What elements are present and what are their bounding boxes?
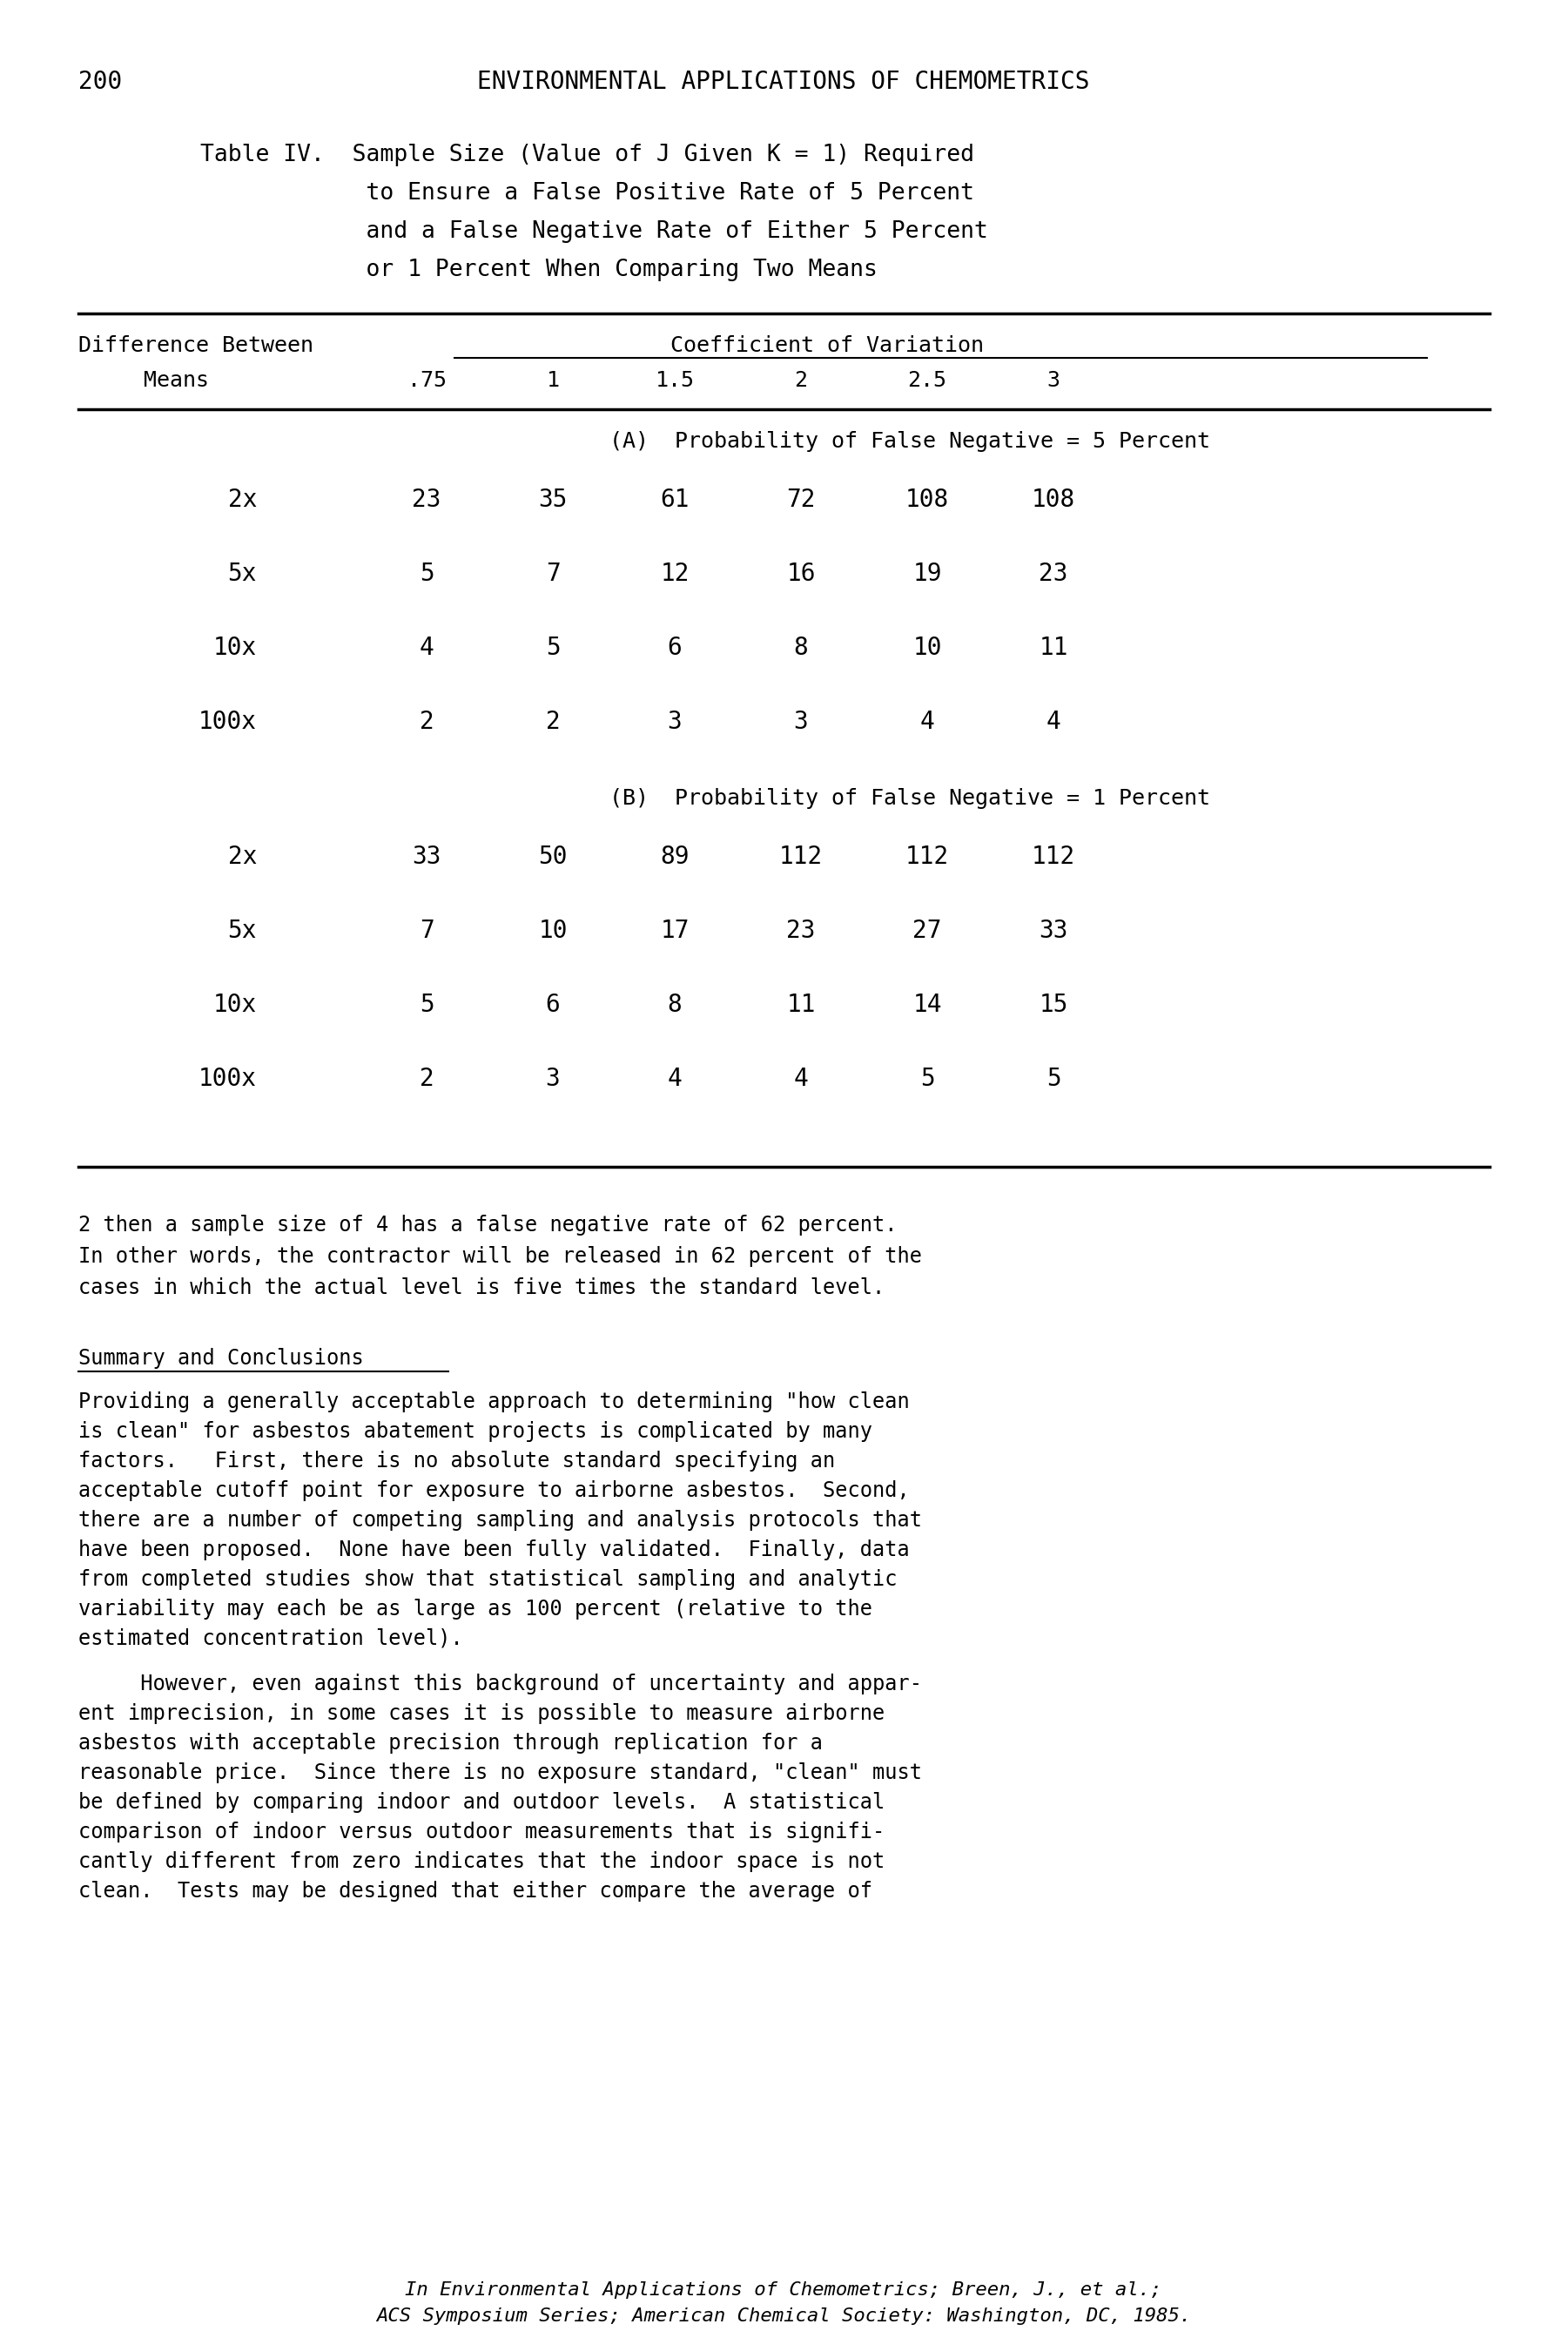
Text: Summary and Conclusions: Summary and Conclusions bbox=[78, 1347, 364, 1368]
Text: 100x: 100x bbox=[199, 710, 257, 734]
Text: 2: 2 bbox=[546, 710, 560, 734]
Text: 6: 6 bbox=[546, 992, 560, 1018]
Text: 112: 112 bbox=[779, 844, 823, 870]
Text: 27: 27 bbox=[913, 919, 942, 943]
Text: 3: 3 bbox=[1047, 369, 1060, 390]
Text: 4: 4 bbox=[1046, 710, 1060, 734]
Text: 10x: 10x bbox=[213, 992, 257, 1018]
Text: 10: 10 bbox=[538, 919, 568, 943]
Text: 5x: 5x bbox=[227, 919, 257, 943]
Text: factors.   First, there is no absolute standard specifying an: factors. First, there is no absolute sta… bbox=[78, 1451, 836, 1472]
Text: 7: 7 bbox=[546, 562, 560, 585]
Text: 35: 35 bbox=[538, 487, 568, 513]
Text: be defined by comparing indoor and outdoor levels.  A statistical: be defined by comparing indoor and outdo… bbox=[78, 1791, 884, 1813]
Text: asbestos with acceptable precision through replication for a: asbestos with acceptable precision throu… bbox=[78, 1733, 823, 1754]
Text: 2x: 2x bbox=[227, 487, 257, 513]
Text: from completed studies show that statistical sampling and analytic: from completed studies show that statist… bbox=[78, 1568, 897, 1589]
Text: comparison of indoor versus outdoor measurements that is signifi-: comparison of indoor versus outdoor meas… bbox=[78, 1822, 884, 1843]
Text: is clean" for asbestos abatement projects is complicated by many: is clean" for asbestos abatement project… bbox=[78, 1420, 872, 1441]
Text: 19: 19 bbox=[913, 562, 942, 585]
Text: 108: 108 bbox=[1032, 487, 1076, 513]
Text: 2 then a sample size of 4 has a false negative rate of 62 percent.: 2 then a sample size of 4 has a false ne… bbox=[78, 1215, 897, 1237]
Text: there are a number of competing sampling and analysis protocols that: there are a number of competing sampling… bbox=[78, 1509, 922, 1531]
Text: 1.5: 1.5 bbox=[655, 369, 695, 390]
Text: Coefficient of Variation: Coefficient of Variation bbox=[671, 336, 983, 355]
Text: Table IV.  Sample Size (Value of J Given K = 1) Required: Table IV. Sample Size (Value of J Given … bbox=[201, 143, 974, 167]
Text: acceptable cutoff point for exposure to airborne asbestos.  Second,: acceptable cutoff point for exposure to … bbox=[78, 1481, 909, 1502]
Text: clean.  Tests may be designed that either compare the average of: clean. Tests may be designed that either… bbox=[78, 1881, 872, 1902]
Text: 3: 3 bbox=[793, 710, 808, 734]
Text: 23: 23 bbox=[412, 487, 441, 513]
Text: 1: 1 bbox=[546, 369, 560, 390]
Text: 2: 2 bbox=[419, 710, 434, 734]
Text: 4: 4 bbox=[419, 635, 434, 661]
Text: have been proposed.  None have been fully validated.  Finally, data: have been proposed. None have been fully… bbox=[78, 1540, 909, 1561]
Text: 100x: 100x bbox=[199, 1067, 257, 1091]
Text: 6: 6 bbox=[668, 635, 682, 661]
Text: 33: 33 bbox=[1040, 919, 1068, 943]
Text: (A)  Probability of False Negative = 5 Percent: (A) Probability of False Negative = 5 Pe… bbox=[610, 430, 1210, 451]
Text: 108: 108 bbox=[905, 487, 949, 513]
Text: 5: 5 bbox=[546, 635, 560, 661]
Text: 5: 5 bbox=[419, 992, 434, 1018]
Text: 7: 7 bbox=[419, 919, 434, 943]
Text: 4: 4 bbox=[920, 710, 935, 734]
Text: 72: 72 bbox=[787, 487, 815, 513]
Text: 89: 89 bbox=[660, 844, 690, 870]
Text: 16: 16 bbox=[787, 562, 815, 585]
Text: 112: 112 bbox=[1032, 844, 1076, 870]
Text: 14: 14 bbox=[913, 992, 942, 1018]
Text: 4: 4 bbox=[793, 1067, 808, 1091]
Text: 12: 12 bbox=[660, 562, 690, 585]
Text: 2: 2 bbox=[419, 1067, 434, 1091]
Text: 17: 17 bbox=[660, 919, 690, 943]
Text: 2.5: 2.5 bbox=[908, 369, 947, 390]
Text: 3: 3 bbox=[668, 710, 682, 734]
Text: cases in which the actual level is five times the standard level.: cases in which the actual level is five … bbox=[78, 1277, 884, 1298]
Text: cantly different from zero indicates that the indoor space is not: cantly different from zero indicates tha… bbox=[78, 1850, 884, 1871]
Text: reasonable price.  Since there is no exposure standard, "clean" must: reasonable price. Since there is no expo… bbox=[78, 1763, 922, 1784]
Text: 33: 33 bbox=[412, 844, 441, 870]
Text: However, even against this background of uncertainty and appar-: However, even against this background of… bbox=[78, 1674, 922, 1695]
Text: (B)  Probability of False Negative = 1 Percent: (B) Probability of False Negative = 1 Pe… bbox=[610, 788, 1210, 809]
Text: 200: 200 bbox=[78, 71, 122, 94]
Text: 4: 4 bbox=[668, 1067, 682, 1091]
Text: or 1 Percent When Comparing Two Means: or 1 Percent When Comparing Two Means bbox=[201, 259, 878, 282]
Text: Providing a generally acceptable approach to determining "how clean: Providing a generally acceptable approac… bbox=[78, 1392, 909, 1413]
Text: and a False Negative Rate of Either 5 Percent: and a False Negative Rate of Either 5 Pe… bbox=[201, 221, 988, 242]
Text: ent imprecision, in some cases it is possible to measure airborne: ent imprecision, in some cases it is pos… bbox=[78, 1702, 884, 1723]
Text: 5: 5 bbox=[920, 1067, 935, 1091]
Text: 10x: 10x bbox=[213, 635, 257, 661]
Text: ENVIRONMENTAL APPLICATIONS OF CHEMOMETRICS: ENVIRONMENTAL APPLICATIONS OF CHEMOMETRI… bbox=[477, 71, 1090, 94]
Text: Difference Between: Difference Between bbox=[78, 336, 314, 355]
Text: 11: 11 bbox=[1040, 635, 1068, 661]
Text: 8: 8 bbox=[793, 635, 808, 661]
Text: to Ensure a False Positive Rate of 5 Percent: to Ensure a False Positive Rate of 5 Per… bbox=[201, 181, 974, 205]
Text: 23: 23 bbox=[787, 919, 815, 943]
Text: 11: 11 bbox=[787, 992, 815, 1018]
Text: .75: .75 bbox=[408, 369, 447, 390]
Text: 5: 5 bbox=[1046, 1067, 1060, 1091]
Text: In Environmental Applications of Chemometrics; Breen, J., et al.;: In Environmental Applications of Chemome… bbox=[405, 2280, 1162, 2299]
Text: In other words, the contractor will be released in 62 percent of the: In other words, the contractor will be r… bbox=[78, 1246, 922, 1267]
Text: 5: 5 bbox=[419, 562, 434, 585]
Text: 10: 10 bbox=[913, 635, 942, 661]
Text: 112: 112 bbox=[905, 844, 949, 870]
Text: Means: Means bbox=[78, 369, 209, 390]
Text: 50: 50 bbox=[538, 844, 568, 870]
Text: 2: 2 bbox=[795, 369, 808, 390]
Text: 15: 15 bbox=[1040, 992, 1068, 1018]
Text: 23: 23 bbox=[1040, 562, 1068, 585]
Text: 3: 3 bbox=[546, 1067, 560, 1091]
Text: 2x: 2x bbox=[227, 844, 257, 870]
Text: 8: 8 bbox=[668, 992, 682, 1018]
Text: ACS Symposium Series; American Chemical Society: Washington, DC, 1985.: ACS Symposium Series; American Chemical … bbox=[376, 2306, 1192, 2325]
Text: variability may each be as large as 100 percent (relative to the: variability may each be as large as 100 … bbox=[78, 1599, 872, 1620]
Text: 5x: 5x bbox=[227, 562, 257, 585]
Text: estimated concentration level).: estimated concentration level). bbox=[78, 1629, 463, 1648]
Text: 61: 61 bbox=[660, 487, 690, 513]
